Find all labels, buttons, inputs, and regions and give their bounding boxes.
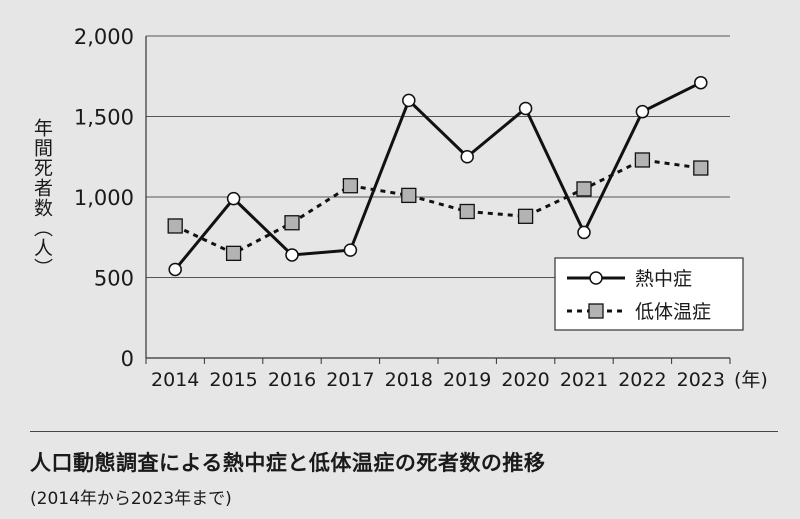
x-tick-label: 2016 bbox=[268, 369, 316, 391]
x-tick-label: 2023 bbox=[677, 369, 725, 391]
data-point-square bbox=[576, 181, 592, 197]
caption-title: 人口動態調査による熱中症と低体温症の死者数の推移 bbox=[30, 451, 546, 475]
caption-divider bbox=[30, 431, 778, 432]
data-point-square bbox=[634, 152, 651, 168]
data-point-square bbox=[693, 160, 709, 176]
data-point-circle bbox=[694, 75, 708, 90]
x-tick-label: 2022 bbox=[618, 369, 666, 391]
x-tick-label: 2014 bbox=[151, 369, 199, 391]
legend-label: 熱中症 bbox=[635, 268, 692, 290]
x-tick-labels: 2014 2015 2016 2017 2018 2019 2020 2021 2022 2023… bbox=[151, 369, 768, 391]
data-point-square bbox=[225, 245, 242, 262]
y-tick-label: 0 bbox=[121, 347, 134, 371]
x-tick-label: 2019 bbox=[443, 369, 491, 391]
data-point-square bbox=[342, 178, 359, 194]
data-point-square bbox=[517, 208, 534, 224]
data-point-circle bbox=[577, 225, 591, 240]
y-tick-label: 1,000 bbox=[74, 186, 134, 210]
data-point-square bbox=[401, 187, 417, 204]
data-point-circle bbox=[402, 93, 416, 108]
x-tick-label: 2018 bbox=[385, 369, 433, 391]
legend-box bbox=[554, 257, 744, 331]
series-group bbox=[167, 75, 709, 277]
axes bbox=[145, 36, 731, 364]
x-tick-label: 2015 bbox=[209, 369, 257, 391]
legend-label: 低体温症 bbox=[635, 301, 711, 323]
x-tick-label: 2017 bbox=[326, 369, 374, 391]
x-tick-label: 2021 bbox=[560, 369, 608, 391]
y-tick-label: 1,500 bbox=[74, 106, 134, 130]
y-tick-labels: 0 500 1,000 1,500 2,000 bbox=[74, 25, 134, 371]
data-point-square bbox=[459, 203, 475, 220]
y-axis-label: 年間死者数（人） bbox=[31, 118, 53, 278]
data-point-circle bbox=[168, 262, 182, 277]
data-point-circle bbox=[635, 104, 650, 119]
data-point-square bbox=[167, 218, 183, 234]
line-chart: 0 500 1,000 1,500 2,000 2014 2015 2016 2017 2018… bbox=[74, 25, 768, 391]
legend-marker-circle bbox=[589, 271, 603, 285]
series-line bbox=[174, 158, 702, 256]
data-point-circle bbox=[226, 191, 241, 206]
series-line bbox=[174, 81, 702, 271]
data-point-square bbox=[284, 215, 300, 231]
y-tick-label: 500 bbox=[94, 267, 134, 291]
data-point-circle bbox=[285, 248, 299, 262]
data-point-circle bbox=[343, 243, 358, 257]
y-tick-label: 2,000 bbox=[74, 25, 134, 49]
caption-subtitle: (2014年から2023年まで) bbox=[30, 489, 232, 509]
x-tick-label: 2020 bbox=[501, 369, 549, 391]
legend-marker-square bbox=[588, 303, 604, 319]
data-point-circle bbox=[460, 150, 474, 164]
data-point-circle bbox=[518, 101, 533, 116]
x-unit-label: (年) bbox=[734, 369, 768, 391]
